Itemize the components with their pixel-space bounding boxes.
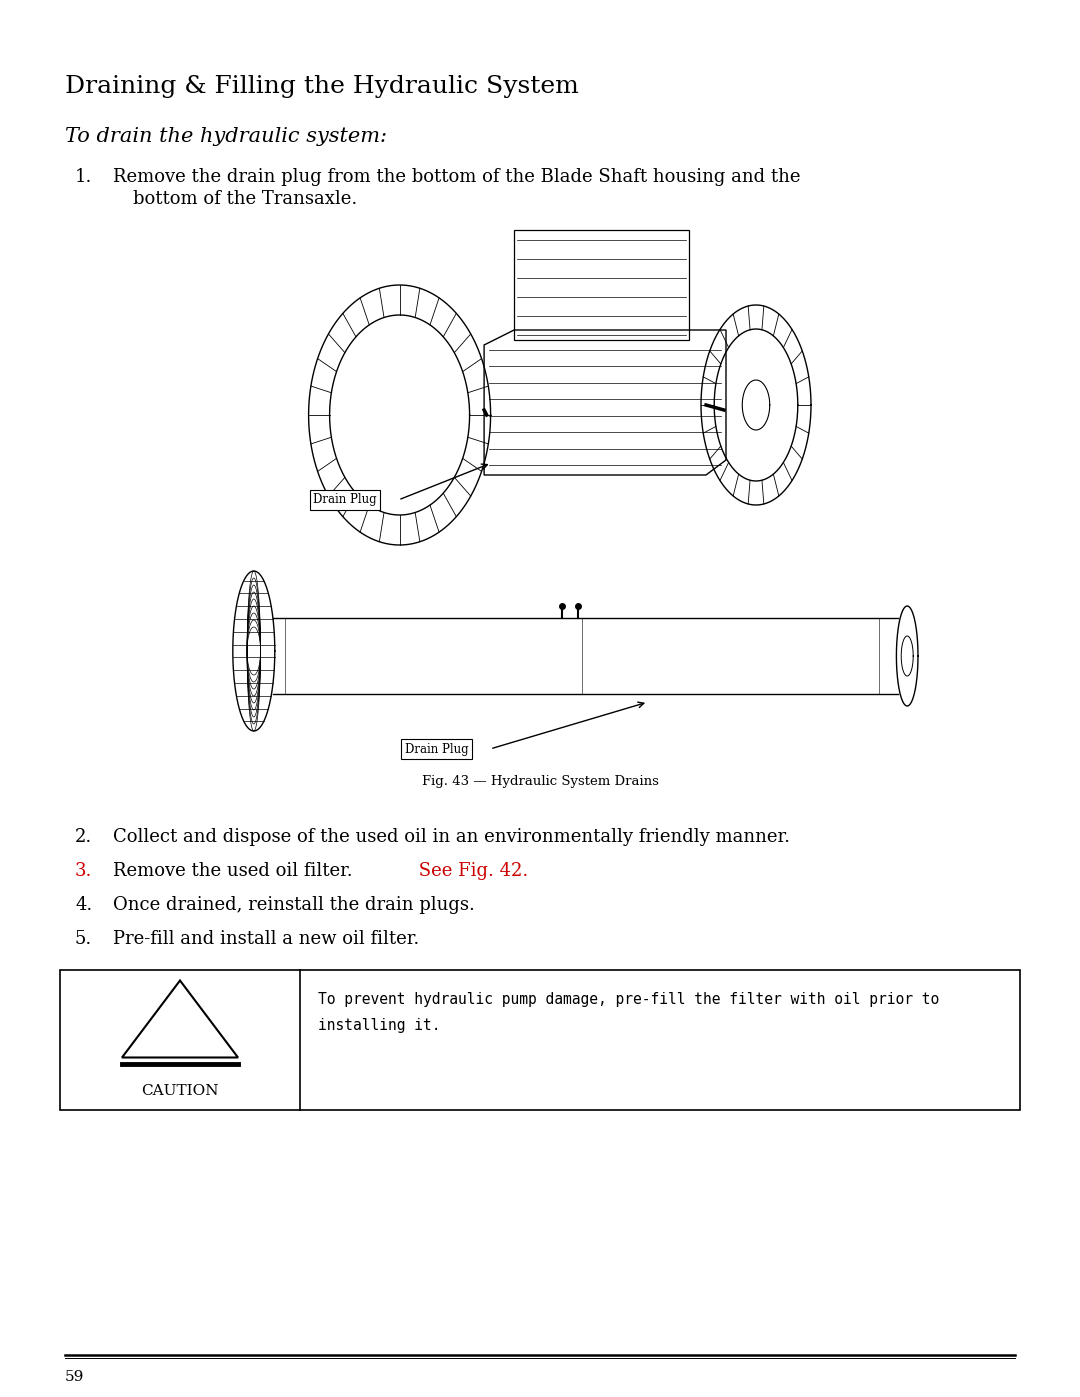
Text: Remove the drain plug from the bottom of the Blade Shaft housing and the: Remove the drain plug from the bottom of… <box>113 168 800 186</box>
Text: 5.: 5. <box>75 930 92 949</box>
Text: 1.: 1. <box>75 168 93 186</box>
Text: Drain Plug: Drain Plug <box>405 742 469 756</box>
Text: 59: 59 <box>65 1370 84 1384</box>
Text: Draining & Filling the Hydraulic System: Draining & Filling the Hydraulic System <box>65 75 579 98</box>
Text: To prevent hydraulic pump damage, pre-fill the filter with oil prior to: To prevent hydraulic pump damage, pre-fi… <box>318 992 940 1007</box>
Text: bottom of the Transaxle.: bottom of the Transaxle. <box>133 190 357 208</box>
Bar <box>514 231 689 339</box>
Text: See Fig. 42.: See Fig. 42. <box>413 862 528 880</box>
Text: Collect and dispose of the used oil in an environmentally friendly manner.: Collect and dispose of the used oil in a… <box>113 828 789 847</box>
Text: Fig. 43 — Hydraulic System Drains: Fig. 43 — Hydraulic System Drains <box>421 775 659 788</box>
Text: Once drained, reinstall the drain plugs.: Once drained, reinstall the drain plugs. <box>113 895 475 914</box>
Bar <box>60 970 1020 1111</box>
Text: 3.: 3. <box>75 862 93 880</box>
Text: 4.: 4. <box>75 895 92 914</box>
Text: Pre-fill and install a new oil filter.: Pre-fill and install a new oil filter. <box>113 930 419 949</box>
Text: installing it.: installing it. <box>318 1018 441 1032</box>
Text: Remove the used oil filter.: Remove the used oil filter. <box>113 862 353 880</box>
Text: 2.: 2. <box>75 828 92 847</box>
Text: Drain Plug: Drain Plug <box>313 493 377 507</box>
Text: CAUTION: CAUTION <box>141 1084 219 1098</box>
Text: To drain the hydraulic system:: To drain the hydraulic system: <box>65 127 387 147</box>
